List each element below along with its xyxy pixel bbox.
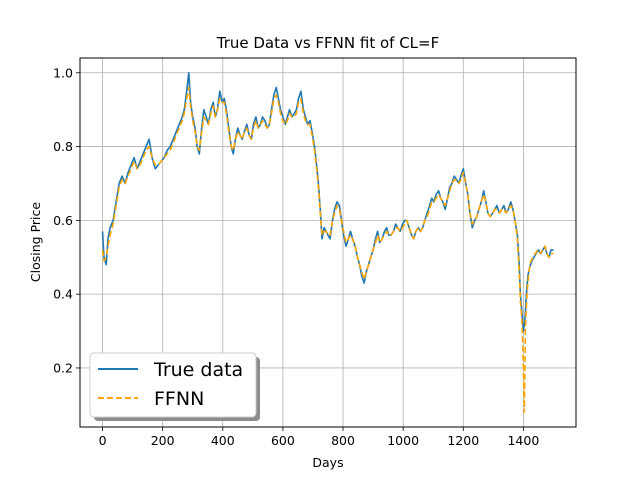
x-tick-label: 0 xyxy=(99,433,107,448)
legend-label-true-data: True data xyxy=(153,359,243,381)
x-tick-label: 600 xyxy=(271,433,295,448)
y-tick-label: 1.0 xyxy=(53,65,73,80)
y-axis-label: Closing Price xyxy=(28,202,43,282)
plot-area xyxy=(101,72,554,413)
x-tick-label: 400 xyxy=(211,433,235,448)
plot-frame xyxy=(79,57,577,428)
y-axis: 0.2 0.4 0.6 0.8 1.0 xyxy=(53,65,80,375)
y-tick-label: 0.6 xyxy=(53,213,73,228)
x-tick-label: 1200 xyxy=(447,433,479,448)
y-tick-label: 0.4 xyxy=(53,287,73,302)
x-tick-label: 1400 xyxy=(507,433,539,448)
y-tick-label: 0.2 xyxy=(53,360,73,375)
x-tick-label: 1000 xyxy=(387,433,419,448)
legend: True data FFNN xyxy=(89,352,260,421)
x-tick-label: 800 xyxy=(331,433,355,448)
x-axis: 0 200 400 600 800 1000 1200 1400 xyxy=(99,427,539,448)
y-tick-label: 0.8 xyxy=(53,139,73,154)
legend-label-ffnn: FFNN xyxy=(154,388,204,410)
x-tick-label: 200 xyxy=(151,433,175,448)
chart-title: True Data vs FFNN fit of CL=F xyxy=(216,34,440,52)
x-axis-label: Days xyxy=(312,455,343,470)
